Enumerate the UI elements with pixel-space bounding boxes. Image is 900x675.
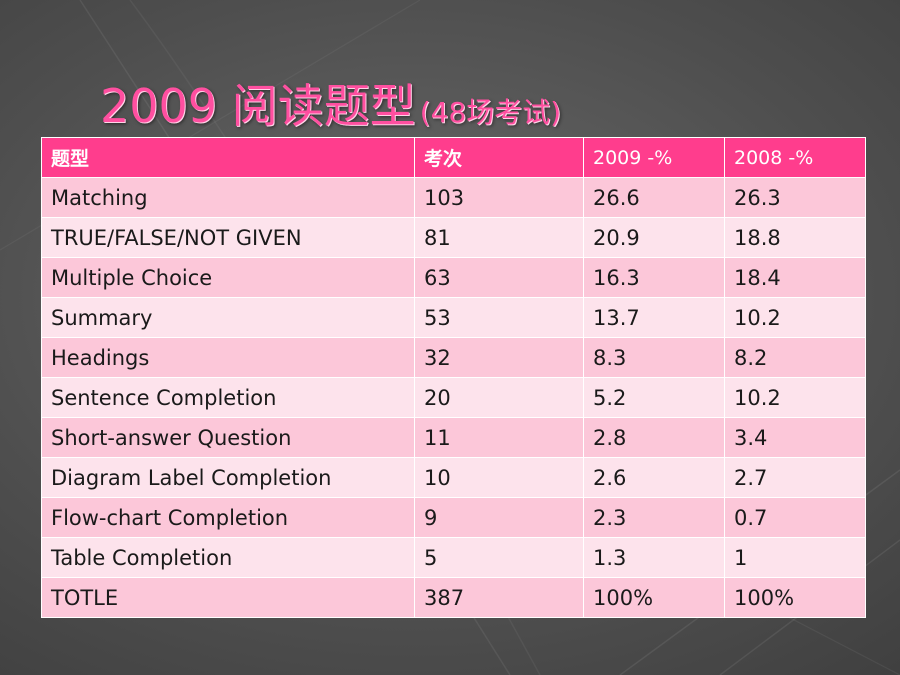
cell-count: 53 <box>414 297 584 338</box>
cell-question-type: TOTLE <box>41 577 415 618</box>
table-row: Multiple Choice 63 16.3 18.4 <box>41 257 866 298</box>
cell-2009-percent: 2.6 <box>583 457 725 498</box>
cell-count: 32 <box>414 337 584 378</box>
header-2009-percent: 2009 -% <box>583 137 725 178</box>
cell-question-type: Table Completion <box>41 537 415 578</box>
cell-2009-percent: 13.7 <box>583 297 725 338</box>
cell-count: 11 <box>414 417 584 458</box>
cell-question-type: Diagram Label Completion <box>41 457 415 498</box>
table-row: Diagram Label Completion 10 2.6 2.7 <box>41 457 866 498</box>
cell-question-type: Summary <box>41 297 415 338</box>
slide-title-main: 2009 阅读题型 <box>100 79 416 133</box>
cell-count: 10 <box>414 457 584 498</box>
cell-2008-percent: 100% <box>724 577 866 618</box>
header-question-type: 题型 <box>41 137 415 178</box>
cell-2008-percent: 0.7 <box>724 497 866 538</box>
cell-question-type: Sentence Completion <box>41 377 415 418</box>
table-header-row: 题型 考次 2009 -% 2008 -% <box>41 137 866 178</box>
cell-2009-percent: 2.3 <box>583 497 725 538</box>
cell-2009-percent: 5.2 <box>583 377 725 418</box>
cell-count: 387 <box>414 577 584 618</box>
cell-2008-percent: 18.4 <box>724 257 866 298</box>
table-row: Headings 32 8.3 8.2 <box>41 337 866 378</box>
table-row: Summary 53 13.7 10.2 <box>41 297 866 338</box>
cell-question-type: Matching <box>41 177 415 218</box>
cell-2009-percent: 2.8 <box>583 417 725 458</box>
cell-count: 9 <box>414 497 584 538</box>
question-type-table: 题型 考次 2009 -% 2008 -% Matching 103 26.6 … <box>41 137 866 618</box>
cell-2009-percent: 8.3 <box>583 337 725 378</box>
cell-2008-percent: 3.4 <box>724 417 866 458</box>
cell-question-type: Headings <box>41 337 415 378</box>
cell-2009-percent: 1.3 <box>583 537 725 578</box>
header-count: 考次 <box>414 137 584 178</box>
cell-question-type: TRUE/FALSE/NOT GIVEN <box>41 217 415 258</box>
cell-count: 103 <box>414 177 584 218</box>
table-row: Flow-chart Completion 9 2.3 0.7 <box>41 497 866 538</box>
cell-2009-percent: 20.9 <box>583 217 725 258</box>
cell-2008-percent: 2.7 <box>724 457 866 498</box>
cell-2009-percent: 26.6 <box>583 177 725 218</box>
table-row: Matching 103 26.6 26.3 <box>41 177 866 218</box>
table-row-total: TOTLE 387 100% 100% <box>41 577 866 618</box>
table-row: Short-answer Question 11 2.8 3.4 <box>41 417 866 458</box>
cell-2009-percent: 100% <box>583 577 725 618</box>
cell-question-type: Short-answer Question <box>41 417 415 458</box>
cell-question-type: Multiple Choice <box>41 257 415 298</box>
table-row: Sentence Completion 20 5.2 10.2 <box>41 377 866 418</box>
cell-2008-percent: 8.2 <box>724 337 866 378</box>
cell-2008-percent: 18.8 <box>724 217 866 258</box>
cell-question-type: Flow-chart Completion <box>41 497 415 538</box>
table-row: TRUE/FALSE/NOT GIVEN 81 20.9 18.8 <box>41 217 866 258</box>
slide-title: 2009 阅读题型 (48场考试) <box>100 70 561 134</box>
table-row: Table Completion 5 1.3 1 <box>41 537 866 578</box>
cell-count: 5 <box>414 537 584 578</box>
cell-count: 20 <box>414 377 584 418</box>
cell-2008-percent: 26.3 <box>724 177 866 218</box>
slide-title-subtitle: (48场考试) <box>419 96 562 129</box>
cell-2008-percent: 1 <box>724 537 866 578</box>
cell-count: 81 <box>414 217 584 258</box>
cell-count: 63 <box>414 257 584 298</box>
cell-2009-percent: 16.3 <box>583 257 725 298</box>
cell-2008-percent: 10.2 <box>724 297 866 338</box>
cell-2008-percent: 10.2 <box>724 377 866 418</box>
header-2008-percent: 2008 -% <box>724 137 866 178</box>
